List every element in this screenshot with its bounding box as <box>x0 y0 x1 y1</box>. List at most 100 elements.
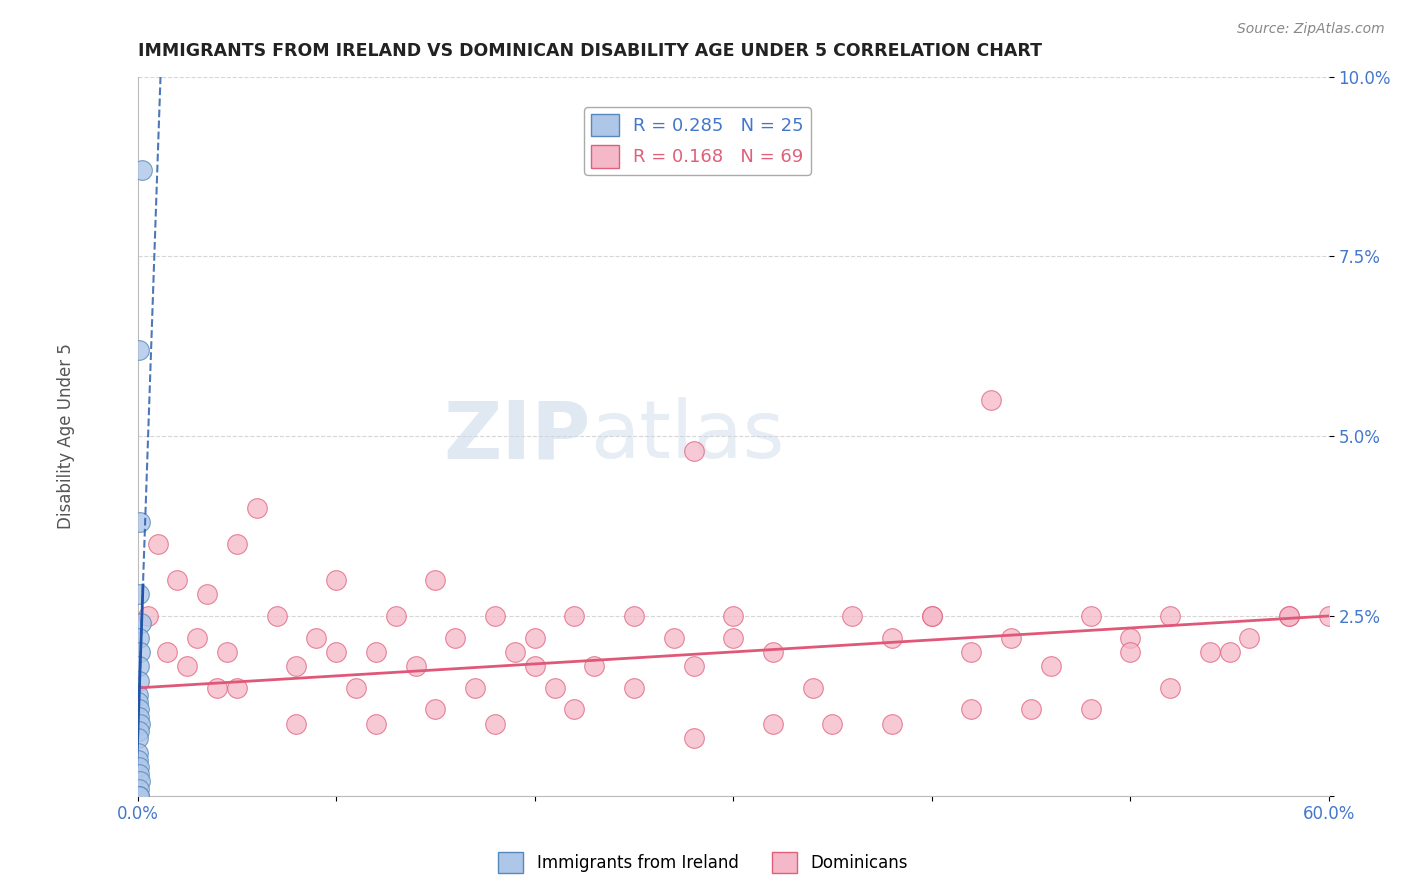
Point <box>1159 609 1181 624</box>
Point <box>1039 659 1062 673</box>
Y-axis label: Disability Age Under 5: Disability Age Under 5 <box>58 343 75 529</box>
Point <box>1278 609 1301 624</box>
Point <box>623 681 645 695</box>
Point <box>128 767 150 781</box>
Point <box>921 609 943 624</box>
Point <box>921 609 943 624</box>
Point <box>129 516 152 530</box>
Point <box>484 609 506 624</box>
Point <box>364 645 387 659</box>
Point <box>1239 631 1261 645</box>
Point <box>841 609 863 624</box>
Point <box>564 702 586 716</box>
Legend: Immigrants from Ireland, Dominicans: Immigrants from Ireland, Dominicans <box>492 846 914 880</box>
Point <box>156 645 179 659</box>
Point <box>136 609 159 624</box>
Point <box>425 702 447 716</box>
Point <box>980 393 1002 408</box>
Point <box>285 716 308 731</box>
Point <box>127 753 149 767</box>
Point <box>1080 609 1102 624</box>
Point <box>1080 702 1102 716</box>
Point <box>266 609 288 624</box>
Point <box>444 631 467 645</box>
Point <box>246 501 269 516</box>
Point <box>128 724 150 739</box>
Point <box>721 609 744 624</box>
Point <box>195 587 218 601</box>
Point <box>146 537 169 551</box>
Point <box>128 774 150 789</box>
Point <box>623 609 645 624</box>
Point <box>721 631 744 645</box>
Point <box>583 659 606 673</box>
Point <box>128 760 150 774</box>
Point <box>325 645 347 659</box>
Text: atlas: atlas <box>591 397 785 475</box>
Point <box>129 616 152 631</box>
Point <box>523 659 546 673</box>
Point <box>1119 645 1142 659</box>
Point <box>128 702 150 716</box>
Point <box>762 645 785 659</box>
Point <box>285 659 308 673</box>
Point <box>128 587 150 601</box>
Point <box>128 673 150 688</box>
Point <box>1119 631 1142 645</box>
Point <box>682 731 704 746</box>
Point <box>503 645 526 659</box>
Point <box>186 631 208 645</box>
Point <box>128 789 150 803</box>
Point <box>325 573 347 587</box>
Point <box>384 609 406 624</box>
Point <box>128 631 150 645</box>
Point <box>127 695 149 709</box>
Point <box>762 716 785 731</box>
Point <box>801 681 824 695</box>
Point <box>127 688 149 702</box>
Point <box>425 573 447 587</box>
Point <box>305 631 328 645</box>
Point <box>128 716 150 731</box>
Point <box>226 681 249 695</box>
Point <box>1218 645 1240 659</box>
Point <box>564 609 586 624</box>
Text: IMMIGRANTS FROM IRELAND VS DOMINICAN DISABILITY AGE UNDER 5 CORRELATION CHART: IMMIGRANTS FROM IRELAND VS DOMINICAN DIS… <box>138 42 1042 60</box>
Point <box>128 781 150 796</box>
Point <box>523 631 546 645</box>
Point <box>127 746 149 760</box>
Point <box>682 443 704 458</box>
Point <box>127 789 149 803</box>
Point <box>131 163 153 178</box>
Point <box>127 731 149 746</box>
Text: ZIP: ZIP <box>443 397 591 475</box>
Point <box>166 573 188 587</box>
Point <box>880 631 903 645</box>
Point <box>880 716 903 731</box>
Point <box>821 716 844 731</box>
Point <box>1317 609 1340 624</box>
Point <box>226 537 249 551</box>
Point <box>128 645 150 659</box>
Point <box>960 645 983 659</box>
Point <box>1019 702 1042 716</box>
Point <box>205 681 228 695</box>
Point <box>960 702 983 716</box>
Point <box>128 709 150 723</box>
Point <box>176 659 198 673</box>
Point <box>128 659 150 673</box>
Text: Source: ZipAtlas.com: Source: ZipAtlas.com <box>1237 22 1385 37</box>
Point <box>484 716 506 731</box>
Point <box>1000 631 1022 645</box>
Point <box>682 659 704 673</box>
Point <box>543 681 565 695</box>
Point <box>215 645 238 659</box>
Point <box>128 343 150 357</box>
Point <box>344 681 367 695</box>
Point <box>364 716 387 731</box>
Point <box>464 681 486 695</box>
Point <box>128 789 150 803</box>
Legend: R = 0.285   N = 25, R = 0.168   N = 69: R = 0.285 N = 25, R = 0.168 N = 69 <box>585 107 811 175</box>
Point <box>662 631 685 645</box>
Point <box>405 659 427 673</box>
